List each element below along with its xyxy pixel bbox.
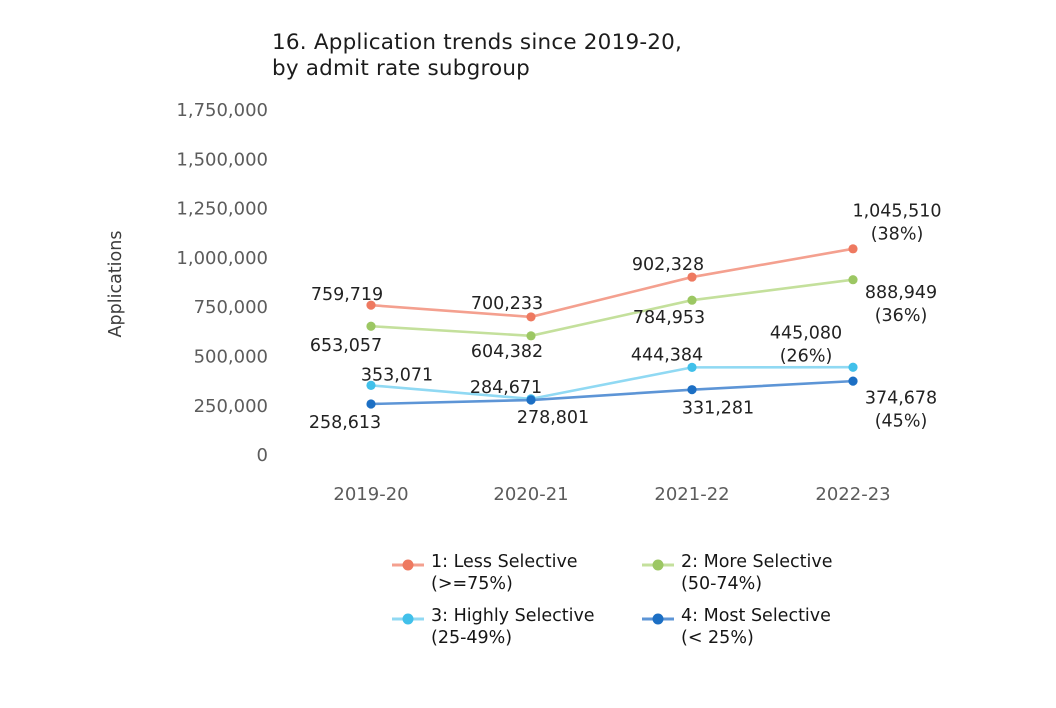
y-tick-label: 750,000 (194, 297, 268, 318)
data-point (848, 362, 858, 372)
data-point-label: 374,678 (45%) (865, 389, 937, 432)
data-point (848, 376, 858, 386)
data-point-label: 444,384 (631, 345, 703, 365)
legend-marker-dot (402, 613, 414, 625)
x-tick-label: 2020-21 (493, 484, 568, 505)
data-point-label: 653,057 (310, 336, 382, 356)
y-tick-label: 0 (257, 445, 268, 466)
y-tick-label: 1,250,000 (176, 199, 268, 220)
data-point (366, 300, 376, 310)
legend-marker-dot (652, 613, 664, 625)
data-point (526, 331, 536, 341)
y-tick-label: 500,000 (194, 347, 268, 368)
data-point-label: 331,281 (682, 399, 754, 419)
chart-title: 16. Application trends since 2019-20, by… (272, 30, 683, 82)
series-line (369, 278, 855, 338)
data-point (848, 275, 858, 285)
legend-item-label: 4: Most Selective (< 25%) (681, 605, 831, 649)
y-tick-label: 1,500,000 (176, 149, 268, 170)
data-point-label: 902,328 (632, 255, 704, 275)
y-tick-label: 1,750,000 (176, 100, 268, 121)
data-point-label: 888,949 (36%) (865, 283, 937, 326)
legend-marker-icon (642, 613, 674, 625)
data-point-label: 700,233 (471, 294, 543, 314)
data-point-label: 353,071 (361, 365, 433, 385)
y-tick-label: 250,000 (194, 396, 268, 417)
x-tick-label: 2021-22 (654, 484, 729, 505)
data-point (687, 385, 697, 395)
y-tick-label: 1,000,000 (176, 248, 268, 269)
data-point (366, 380, 376, 390)
series-line (369, 365, 855, 401)
data-point-label: 284,671 (470, 378, 542, 398)
data-point (526, 395, 536, 405)
data-point-label: 784,953 (633, 308, 705, 328)
legend-marker-dot (402, 559, 414, 571)
legend-item-label: 3: Highly Selective (25-49%) (431, 605, 595, 649)
legend-item-label: 1: Less Selective (>=75%) (431, 552, 578, 595)
data-point (526, 312, 536, 322)
data-point (687, 295, 697, 305)
legend-marker-icon (392, 613, 424, 625)
series-line (369, 247, 855, 319)
legend-item: 1: Less Selective (>=75%) (391, 551, 641, 596)
legend-marker-icon (642, 559, 674, 571)
data-point (848, 244, 858, 254)
x-tick-label: 2019-20 (333, 484, 408, 505)
data-point (366, 399, 376, 409)
data-point-label: 278,801 (517, 408, 589, 428)
series-line (369, 379, 855, 406)
chart-legend: 1: Less Selective (>=75%) 2: More Selecti… (391, 551, 833, 650)
legend-item: 2: More Selective (50-74%) (641, 551, 833, 596)
data-point-label: 759,719 (311, 285, 383, 305)
legend-item: 3: Highly Selective (25-49%) (391, 605, 641, 650)
data-point (687, 272, 697, 282)
x-tick-label: 2022-23 (815, 484, 890, 505)
legend-marker-icon (392, 559, 424, 571)
data-point-label: 1,045,510 (38%) (852, 201, 941, 244)
legend-item-label: 2: More Selective (50-74%) (681, 552, 833, 595)
data-point (687, 362, 697, 372)
legend-marker-dot (652, 559, 664, 571)
legend-item: 4: Most Selective (< 25%) (641, 605, 833, 650)
y-axis-title: Applications (106, 231, 126, 338)
data-point (366, 321, 376, 331)
data-point-label: 604,382 (471, 342, 543, 362)
data-point-label: 445,080 (26%) (770, 324, 842, 367)
data-point-label: 258,613 (309, 413, 381, 433)
